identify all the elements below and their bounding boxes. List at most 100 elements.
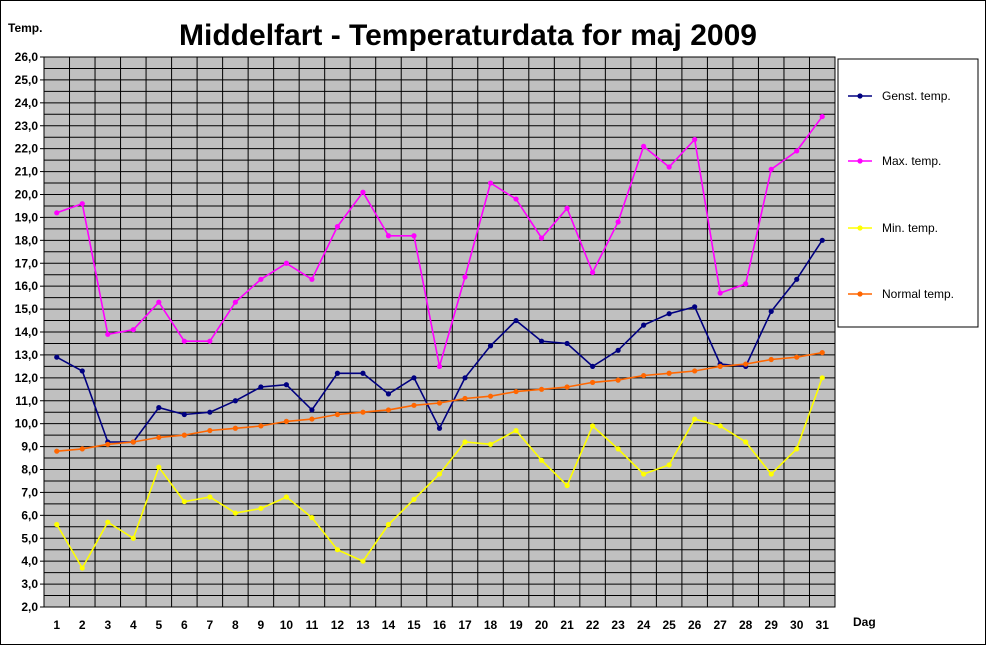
series-point-3: [360, 409, 366, 415]
series-point-3: [258, 423, 264, 429]
series-point-2: [487, 441, 494, 447]
series-point-1: [181, 338, 187, 344]
x-tick-label: 19: [509, 618, 523, 632]
plot-area: 2,0 3,0 4,0 5,0 6,0 7,0 8,0 9,0 10,0 11,0 12,0 13,0…: [15, 50, 836, 632]
y-tick-label: 3,0: [21, 577, 38, 591]
series-point-3: [819, 350, 825, 356]
x-tick-label: 11: [306, 618, 319, 632]
series-point-2: [334, 547, 341, 553]
y-tick-label: 13,0: [15, 348, 39, 362]
series-point-3: [666, 370, 672, 376]
series-point-1: [54, 210, 60, 216]
series-point-3: [692, 368, 698, 374]
x-tick-label: 15: [407, 618, 421, 632]
x-tick-label: 31: [816, 618, 830, 632]
series-point-1: [232, 299, 238, 305]
series-point-0: [207, 409, 213, 415]
legend-label: Min. temp.: [882, 221, 938, 235]
series-point-0: [181, 411, 187, 418]
y-tick-label: 20,0: [15, 188, 39, 202]
series-point-0: [513, 317, 519, 324]
y-tick-label: 11,0: [15, 394, 38, 408]
series-point-3: [105, 441, 111, 447]
series-point-0: [666, 311, 672, 317]
x-tick-label: 30: [790, 618, 804, 632]
series-point-3: [513, 388, 519, 395]
series-point-1: [360, 189, 366, 195]
x-tick-label: 28: [739, 618, 753, 632]
legend-swatch-marker: [857, 291, 863, 297]
x-tick-label: 14: [382, 618, 396, 632]
series-point-2: [181, 498, 187, 505]
series-point-2: [589, 423, 596, 429]
y-tick-label: 26,0: [15, 50, 39, 64]
series-point-2: [819, 375, 825, 381]
series-point-3: [564, 384, 570, 390]
series-point-1: [207, 338, 213, 344]
series-point-1: [411, 233, 417, 239]
x-tick-label: 20: [535, 618, 549, 632]
y-tick-label: 16,0: [15, 279, 39, 293]
series-point-0: [768, 308, 774, 314]
series-point-1: [79, 201, 85, 207]
y-tick-label: 15,0: [15, 302, 39, 316]
series-point-1: [794, 148, 800, 154]
series-point-0: [385, 391, 392, 397]
series-point-3: [232, 425, 238, 431]
series-point-3: [743, 361, 749, 367]
series-point-3: [283, 418, 290, 424]
series-point-1: [436, 363, 443, 369]
series-point-2: [309, 515, 315, 521]
series-point-0: [819, 237, 825, 243]
series-point-3: [641, 372, 647, 379]
y-tick-label: 22,0: [15, 142, 39, 156]
series-point-1: [309, 276, 315, 282]
series-point-2: [794, 446, 800, 452]
series-point-2: [717, 423, 723, 429]
series-point-1: [283, 260, 290, 266]
y-axis-label: Temp.: [8, 21, 42, 35]
x-tick-label: 1: [53, 618, 60, 632]
series-point-3: [717, 363, 723, 369]
series-point-0: [360, 370, 366, 376]
series-point-1: [692, 136, 698, 143]
y-tick-label: 8,0: [21, 463, 38, 477]
x-tick-label: 21: [560, 618, 574, 632]
x-tick-label: 24: [637, 618, 651, 632]
x-tick-label: 2: [79, 618, 86, 632]
y-tick-label: 14,0: [15, 325, 39, 339]
series-point-0: [794, 276, 800, 282]
legend-label: Genst. temp.: [882, 89, 951, 103]
series-point-1: [156, 299, 162, 305]
series-point-2: [513, 427, 519, 434]
series-point-2: [385, 521, 392, 528]
legend-label: Normal temp.: [882, 287, 954, 301]
series-point-0: [54, 354, 60, 360]
x-tick-label: 8: [232, 618, 239, 632]
series-point-1: [538, 235, 545, 241]
series-point-0: [79, 368, 85, 374]
y-tick-label: 10,0: [15, 417, 39, 431]
x-tick-label: 9: [258, 618, 265, 632]
x-tick-label: 26: [688, 618, 702, 632]
series-point-1: [130, 327, 136, 333]
series-point-0: [641, 322, 647, 328]
series-point-3: [436, 400, 443, 406]
series-point-0: [309, 407, 315, 413]
series-point-3: [79, 446, 85, 452]
x-tick-label: 17: [458, 618, 472, 632]
series-point-2: [768, 471, 774, 477]
series-point-1: [334, 223, 341, 230]
series-point-3: [334, 411, 341, 418]
y-tick-label: 4,0: [21, 554, 38, 568]
x-tick-label: 3: [104, 618, 111, 632]
series-point-3: [411, 402, 417, 408]
y-tick-label: 18,0: [15, 233, 39, 247]
legend-label: Max. temp.: [882, 154, 941, 168]
x-tick-label: 23: [611, 618, 625, 632]
series-point-0: [564, 340, 570, 347]
x-tick-label: 12: [331, 618, 345, 632]
x-tick-label: 29: [765, 618, 779, 632]
series-point-1: [513, 196, 519, 202]
